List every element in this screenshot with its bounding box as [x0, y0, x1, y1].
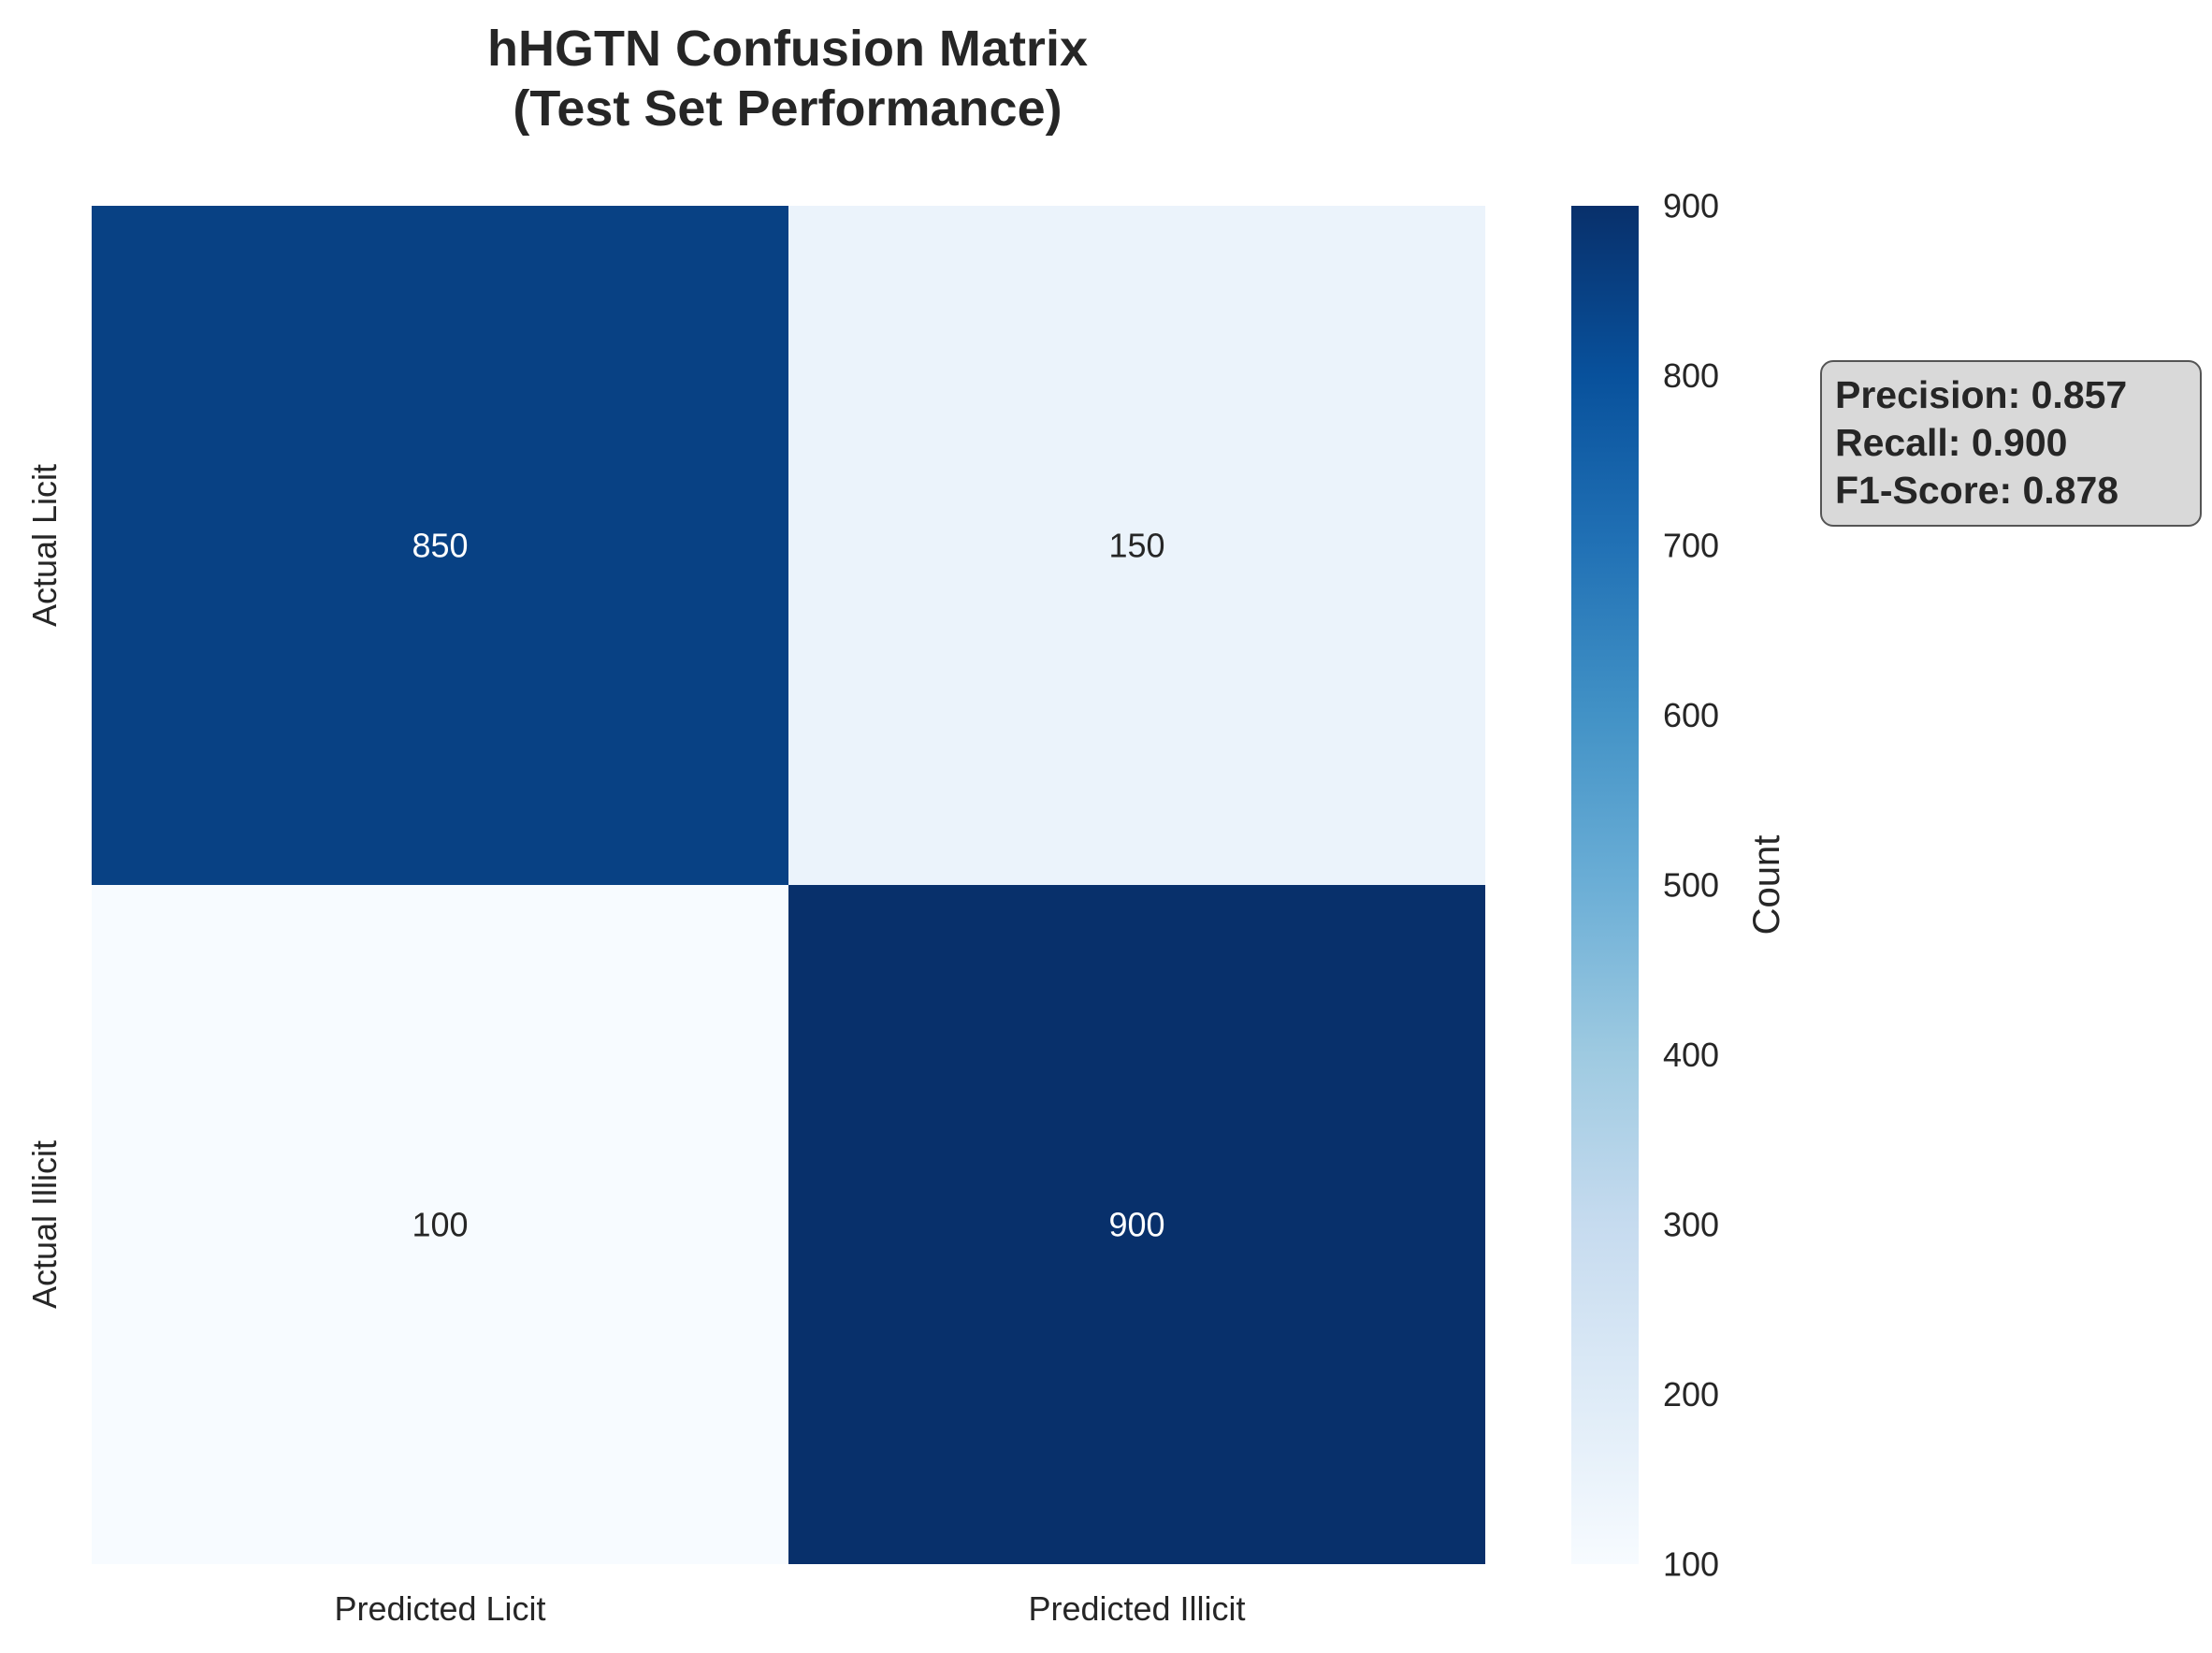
- cell-value-label: 900: [1108, 1206, 1164, 1244]
- cell-value-label: 150: [1108, 527, 1164, 565]
- colorbar-tick-label: 300: [1663, 1206, 1719, 1244]
- colorbar-tick-label: 700: [1663, 527, 1719, 565]
- heatmap-cells: 850 150 100 900: [92, 206, 1485, 1564]
- colorbar-tick-labels: 100 200 300 400 500 600 700 800 900: [1663, 187, 1719, 1584]
- chart-title-line-2: (Test Set Performance): [513, 80, 1062, 137]
- x-tick-label: Predicted Illicit: [1028, 1589, 1245, 1628]
- y-tick-labels: Actual Licit Actual Illicit: [25, 464, 64, 1309]
- recall-metric: Recall: 0.900: [1835, 421, 2068, 464]
- colorbar-tick-label: 600: [1663, 696, 1719, 734]
- heatmap-cell: [788, 885, 1485, 1564]
- x-tick-labels: Predicted Licit Predicted Illicit: [334, 1589, 1245, 1628]
- heatmap-cell: [788, 206, 1485, 885]
- y-tick-label: Actual Licit: [25, 464, 64, 627]
- cell-value-label: 850: [412, 527, 468, 565]
- heatmap-cell: [92, 206, 788, 885]
- precision-metric: Precision: 0.857: [1835, 373, 2128, 416]
- colorbar-tick-label: 900: [1663, 187, 1719, 225]
- cell-value-label: 100: [412, 1206, 468, 1244]
- colorbar-tick-label: 100: [1663, 1545, 1719, 1584]
- colorbar-tick-label: 800: [1663, 356, 1719, 395]
- colorbar-tick-label: 200: [1663, 1375, 1719, 1414]
- colorbar-tick-label: 500: [1663, 866, 1719, 905]
- metrics-box: Precision: 0.857 Recall: 0.900 F1-Score:…: [1820, 360, 2202, 527]
- x-tick-label: Predicted Licit: [334, 1589, 545, 1628]
- f1-score-metric: F1-Score: 0.878: [1835, 469, 2119, 512]
- chart-title-line-1: hHGTN Confusion Matrix: [487, 21, 1088, 77]
- y-tick-label: Actual Illicit: [25, 1140, 64, 1309]
- heatmap-cell: [92, 885, 788, 1564]
- colorbar: [1571, 206, 1639, 1564]
- colorbar-label: Count: [1746, 835, 1787, 935]
- colorbar-tick-label: 400: [1663, 1036, 1719, 1074]
